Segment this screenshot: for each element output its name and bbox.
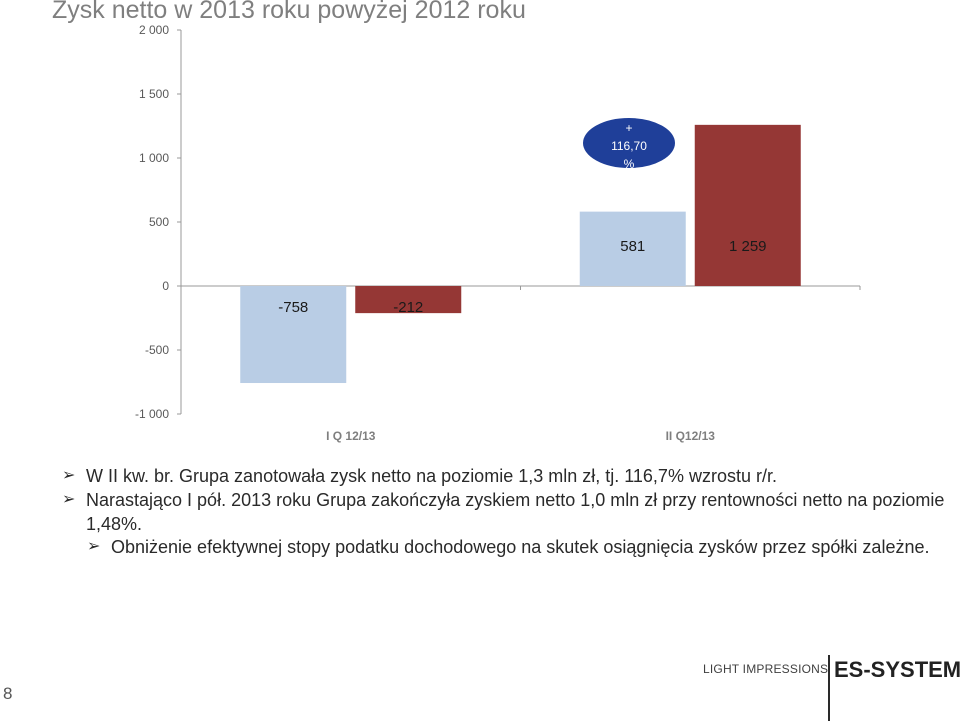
bullet-list: ➢ W II kw. br. Grupa zanotowała zysk net… [62, 464, 957, 559]
bullet-arrow-icon: ➢ [62, 467, 76, 484]
y-tick-label: -1 000 [135, 407, 169, 421]
y-tick-label: -500 [145, 343, 169, 357]
bar-value-label: 581 [620, 238, 645, 255]
bullet-item: ➢ W II kw. br. Grupa zanotowała zysk net… [62, 464, 957, 488]
slide-title: Zysk netto w 2013 roku powyżej 2012 roku [52, 0, 526, 24]
sub-bullet-item: ➢ Obniżenie efektywnej stopy podatku doc… [87, 535, 957, 559]
growth-annotation-ellipse [581, 116, 677, 170]
net-profit-bar-chart: 2 000 1 500 1 000 500 0 -500 -1 000 -758 -212 I Q… [135, 23, 861, 443]
bullet-text: Narastająco I pół. 2013 roku Grupa zakoń… [86, 490, 945, 534]
growth-annotation-text: % [624, 157, 635, 171]
sub-bullet-text: Obniżenie efektywnej stopy podatku docho… [111, 537, 930, 557]
footer-divider [828, 655, 830, 721]
light-impressions-label: LIGHT IMPRESSIONS [703, 662, 829, 676]
bar [694, 124, 801, 287]
bar-value-label: 1 259 [729, 238, 767, 255]
bullet-text: W II kw. br. Grupa zanotowała zysk netto… [86, 466, 777, 486]
bullet-item: ➢ Narastająco I pół. 2013 roku Grupa zak… [62, 488, 957, 536]
bullet-arrow-icon: ➢ [62, 491, 76, 508]
y-tick-label: 500 [149, 215, 169, 229]
x-category-label: II Q12/13 [666, 429, 716, 443]
y-tick-label: 1 500 [139, 87, 169, 101]
bullet-arrow-icon: ➢ [87, 538, 101, 555]
y-tick-label: 1 000 [139, 151, 169, 165]
bar [579, 211, 686, 286]
x-category-label: I Q 12/13 [326, 429, 376, 443]
bar-value-label: -212 [393, 299, 423, 316]
page-number: 8 [3, 684, 13, 703]
bar [355, 286, 462, 314]
y-tick-label: 0 [162, 279, 169, 293]
growth-annotation-text: + [625, 121, 632, 135]
bar-value-label: -758 [278, 299, 308, 316]
y-tick-label: 2 000 [139, 23, 169, 37]
bar [240, 286, 347, 384]
es-system-logo: ES-SYSTEM [834, 657, 960, 682]
growth-annotation-text: 116,70 [611, 139, 647, 153]
